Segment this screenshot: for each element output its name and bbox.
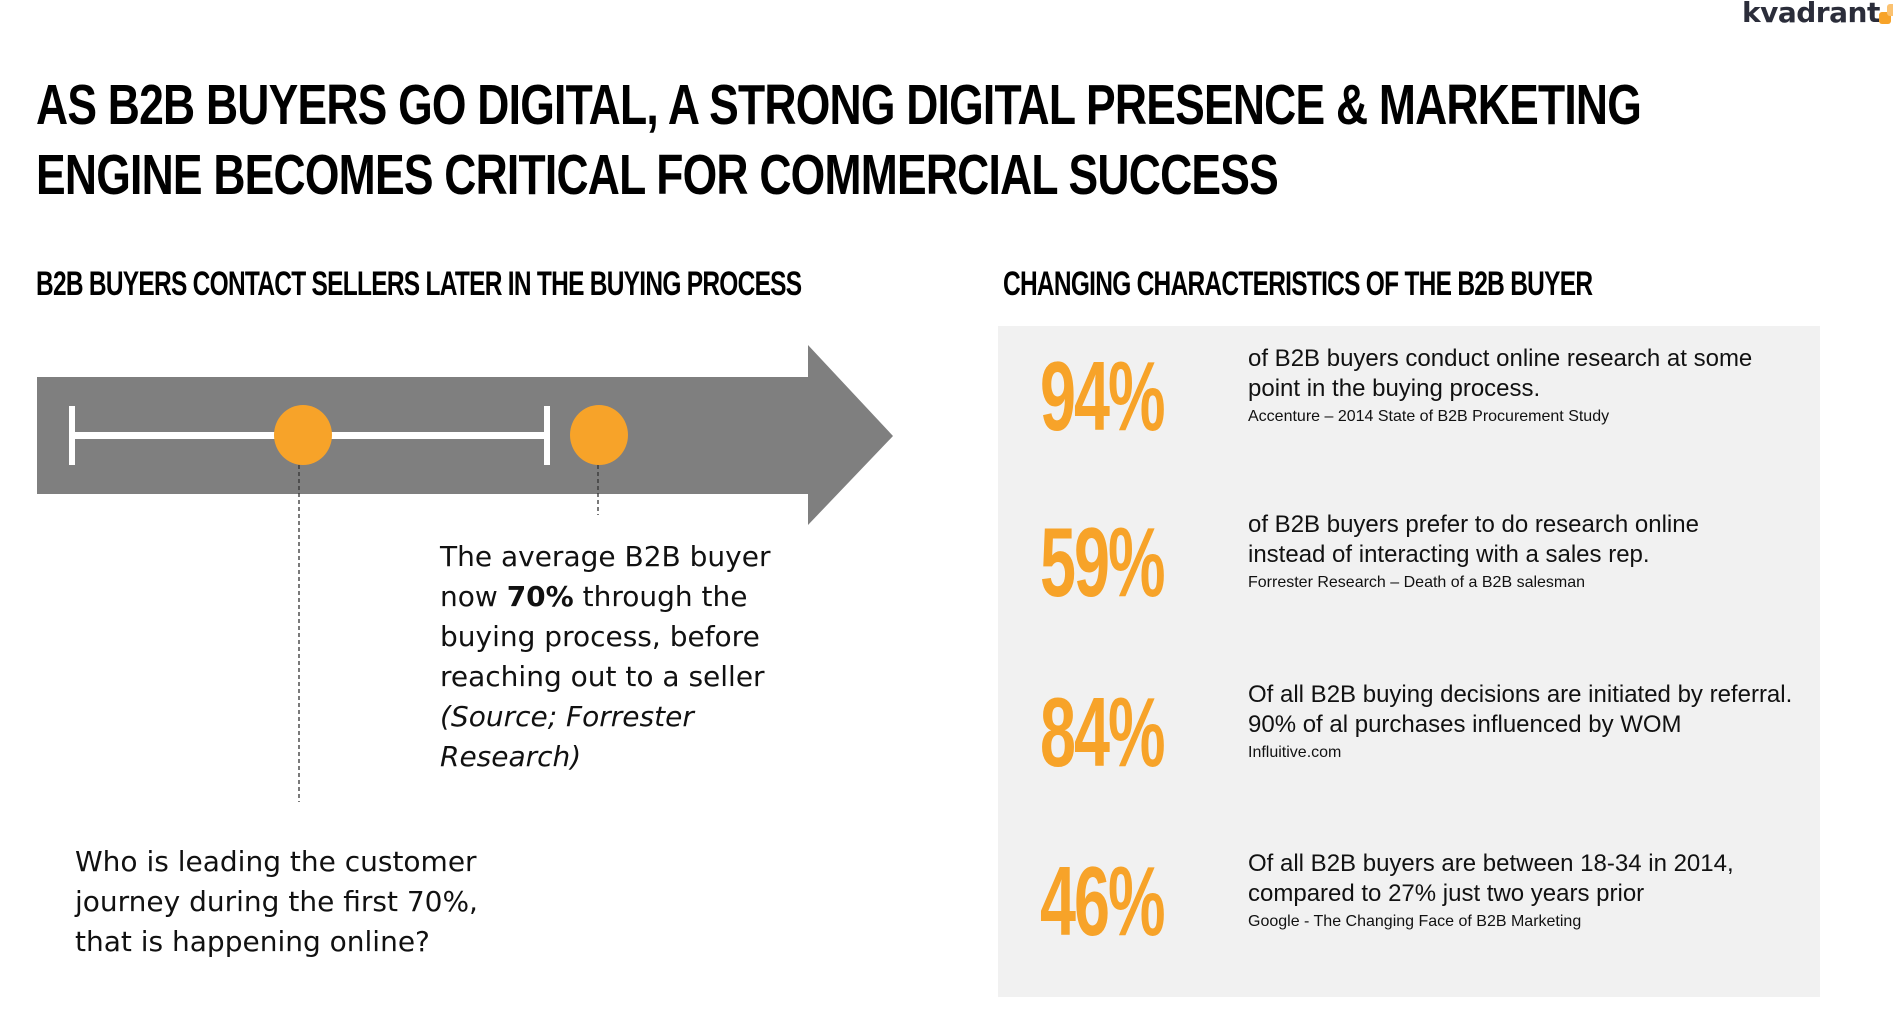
buying-process-arrow: [37, 345, 893, 802]
kvadrant-logo: kvadrant: [1742, 0, 1880, 29]
stat-line-2: instead of interacting with a sales rep.: [1248, 541, 1650, 568]
seller-contact-marker: [570, 405, 628, 465]
stat-description: Of all B2B buyers are between 18-34 in 2…: [1248, 849, 1808, 933]
stat-source: Google - The Changing Face of B2B Market…: [1248, 913, 1582, 930]
stat-description: of B2B buyers prefer to do research onli…: [1248, 510, 1808, 594]
stat-line-2: point in the buying process.: [1248, 375, 1541, 402]
first-contact-marker: [274, 405, 332, 465]
stat-description: Of all B2B buying decisions are initiate…: [1248, 680, 1808, 764]
left-section-heading: B2B BUYERS CONTACT SELLERS LATER IN THE …: [36, 265, 802, 303]
stat-source: Accenture – 2014 State of B2B Procuremen…: [1248, 408, 1610, 425]
stat-line-1: Of all B2B buying decisions are initiate…: [1248, 681, 1793, 708]
stat-item: 84% Of all B2B buying decisions are init…: [998, 677, 1820, 822]
callout-highlight: 70%: [506, 580, 574, 613]
stat-source: Forrester Research – Death of a B2B sale…: [1248, 574, 1586, 591]
stat-item: 59% of B2B buyers prefer to do research …: [998, 507, 1820, 652]
stat-line-1: of B2B buyers conduct online research at…: [1248, 345, 1753, 372]
stat-value: 84%: [1040, 677, 1166, 787]
callout-source: (Source; Forrester Research): [440, 700, 694, 773]
right-section-heading: CHANGING CHARACTERISTICS OF THE B2B BUYE…: [1003, 265, 1593, 303]
stat-value: 46%: [1040, 846, 1166, 956]
title-line-2: ENGINE BECOMES CRITICAL FOR COMMERCIAL S…: [36, 143, 1279, 207]
title-line-1: AS B2B BUYERS GO DIGITAL, A STRONG DIGIT…: [36, 73, 1642, 137]
stat-description: of B2B buyers conduct online research at…: [1248, 344, 1808, 428]
stat-item: 46% Of all B2B buyers are between 18-34 …: [998, 846, 1820, 991]
buyer-stats-panel: 94% of B2B buyers conduct online researc…: [998, 326, 1820, 997]
stat-line-1: of B2B buyers prefer to do research onli…: [1248, 511, 1699, 538]
logo-text: kvadrant: [1742, 0, 1880, 29]
logo-mark-icon: [1879, 4, 1893, 24]
stat-item: 94% of B2B buyers conduct online researc…: [998, 341, 1820, 486]
stat-value: 94%: [1040, 341, 1166, 451]
seventy-percent-callout: The average B2B buyer now 70% through th…: [440, 537, 800, 777]
stat-source: Influitive.com: [1248, 744, 1342, 761]
stat-line-1: Of all B2B buyers are between 18-34 in 2…: [1248, 850, 1734, 877]
stat-line-2: 90% of al purchases influenced by WOM: [1248, 711, 1682, 738]
callout-suffix: through the buying process, before reach…: [440, 580, 765, 693]
timeline-end-tick: [544, 406, 550, 465]
callout-prefix: The average B2B buyer now: [440, 540, 771, 613]
stat-value: 59%: [1040, 507, 1166, 617]
stat-line-2: compared to 27% just two years prior: [1248, 880, 1645, 907]
page-title: AS B2B BUYERS GO DIGITAL, A STRONG DIGIT…: [36, 70, 1642, 210]
customer-journey-question: Who is leading the customer journey duri…: [75, 845, 478, 958]
